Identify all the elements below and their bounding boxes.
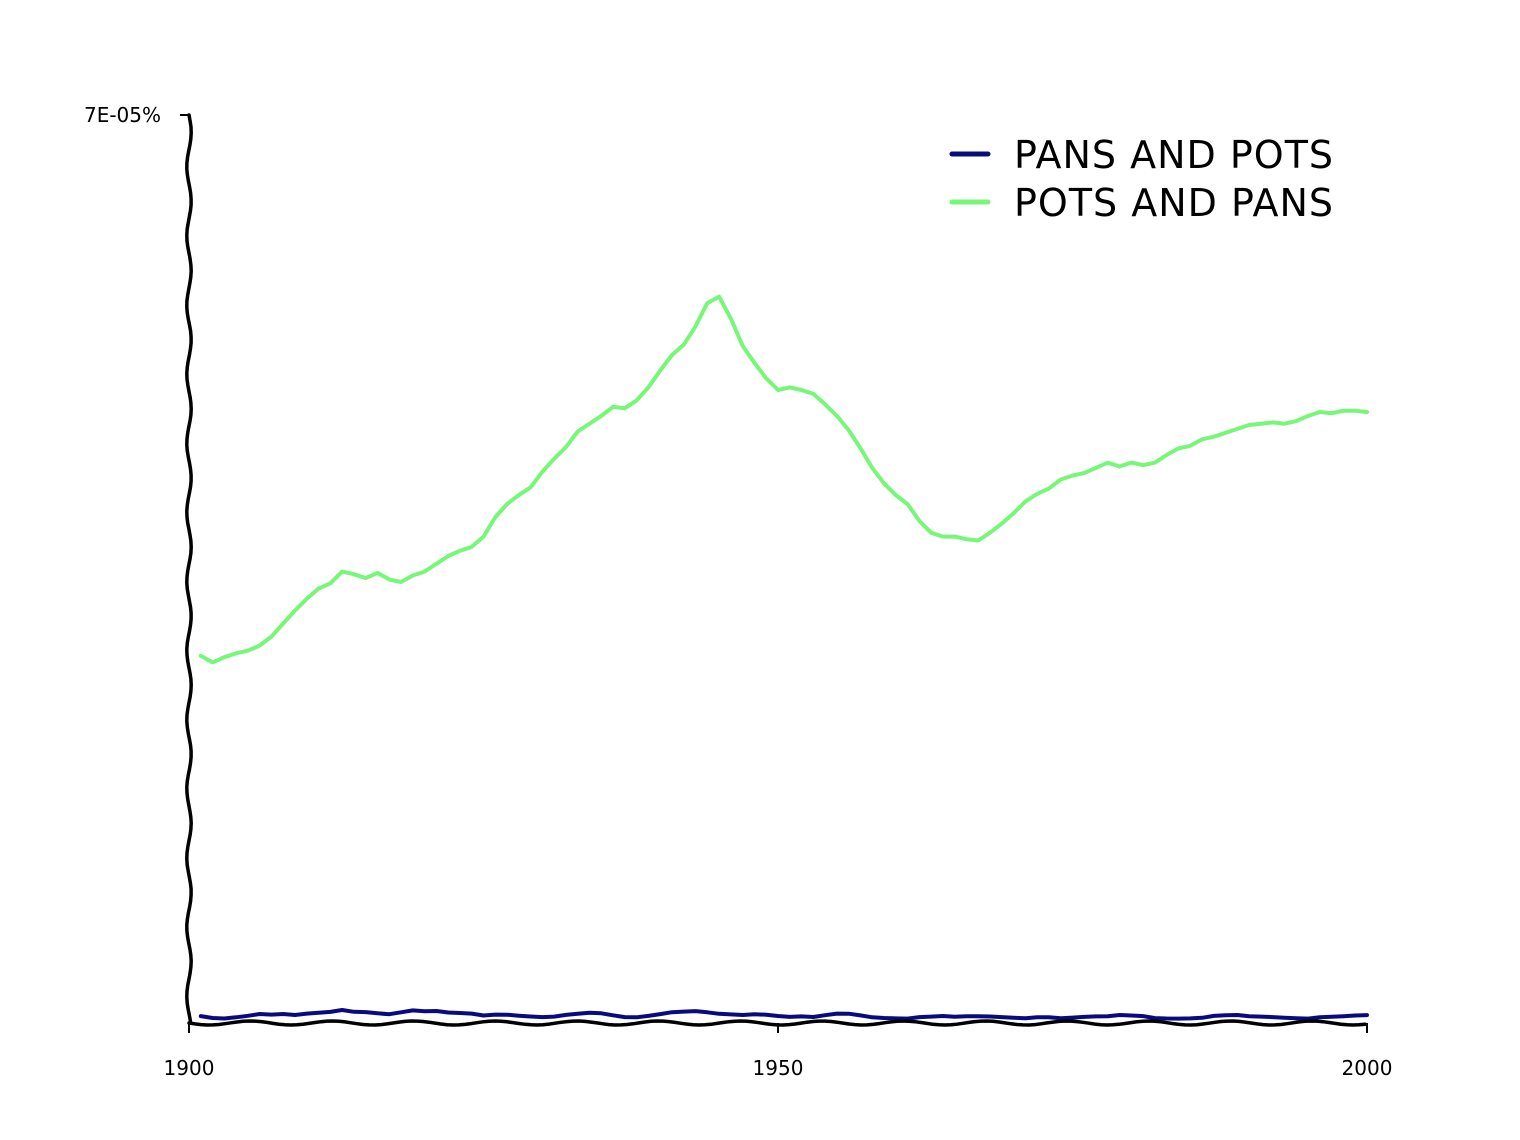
x-tick-label: 1950 xyxy=(753,1056,804,1080)
x-tick-label: 1900 xyxy=(164,1056,215,1080)
axes xyxy=(185,113,1367,1027)
tick-marks: 1900 1950 2000 7E-05% xyxy=(84,103,1392,1080)
series-line-2 xyxy=(198,294,1369,665)
legend-label: PANS AND POTS xyxy=(1014,133,1334,177)
series-line-1 xyxy=(198,1008,1369,1021)
plot-area xyxy=(198,294,1369,1021)
y-tick-label: 7E-05% xyxy=(84,103,161,127)
legend-label: POTS AND PANS xyxy=(1014,181,1334,225)
x-tick-label: 2000 xyxy=(1342,1056,1393,1080)
y-axis-line xyxy=(185,113,193,1023)
